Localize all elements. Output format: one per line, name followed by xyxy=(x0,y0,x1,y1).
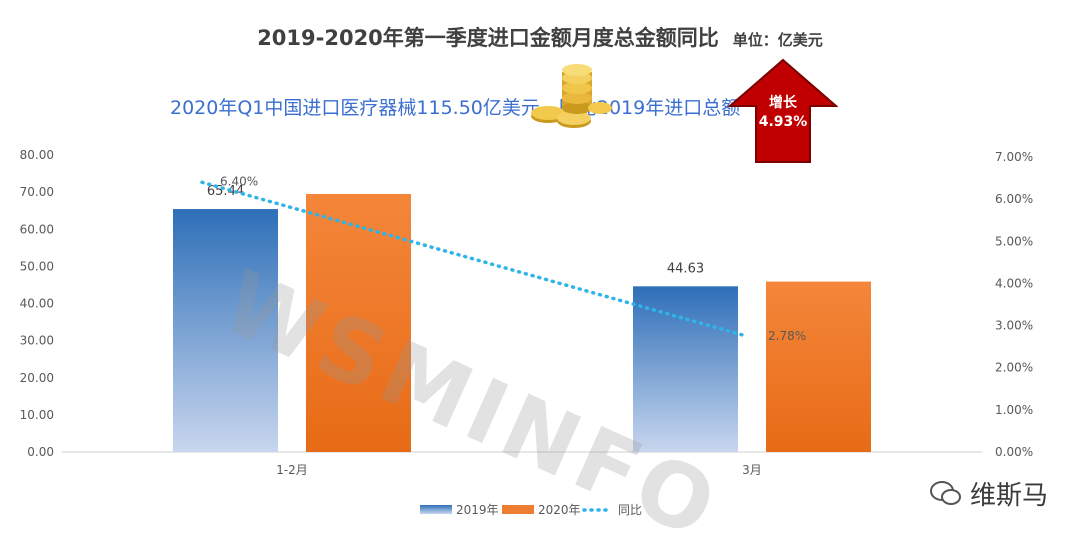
left-axis-tick-label: 40.00 xyxy=(20,297,54,311)
growth-value: 4.93% xyxy=(758,114,808,130)
bar-2020年 xyxy=(766,281,871,452)
right-axis-tick-label: 6.00% xyxy=(995,192,1033,206)
yoy-series-line xyxy=(200,180,744,337)
right-axis-tick-label: 7.00% xyxy=(995,150,1033,164)
chart-title-text: 2019-2020年第一季度进口金额月度总金额同比 xyxy=(257,26,719,50)
left-axis-tick-label: 60.00 xyxy=(20,222,54,236)
brand-name: 维斯马 xyxy=(970,481,1049,511)
left-axis-tick-label: 80.00 xyxy=(20,148,54,162)
legend-label-2020: 2020年 xyxy=(538,503,581,517)
right-axis-tick-label: 1.00% xyxy=(995,403,1033,417)
growth-label: 增长 xyxy=(769,95,797,111)
legend-swatch-2020 xyxy=(502,505,534,514)
left-axis-tick-label: 20.00 xyxy=(20,371,54,385)
right-axis-tick-label: 3.00% xyxy=(995,319,1033,333)
yoy-data-label: 6.40% xyxy=(220,174,258,188)
growth-up-arrow-icon xyxy=(728,58,838,163)
right-axis-tick-label: 5.00% xyxy=(995,234,1033,248)
right-axis-tick-label: 2.00% xyxy=(995,361,1033,375)
gold-coins-icon xyxy=(531,64,612,128)
bar-2019年 xyxy=(633,286,738,452)
left-axis-tick-label: 30.00 xyxy=(20,334,54,348)
yoy-data-label: 2.78% xyxy=(768,329,806,343)
bar-line-chart: 0.00 10.00 20.00 30.00 40.00 50.00 60.00 70.00 8… xyxy=(20,148,1033,517)
brand-logo: 维斯马 xyxy=(930,475,1048,512)
left-axis-tick-label: 50.00 xyxy=(20,259,54,273)
chart-title: 2019-2020年第一季度进口金额月度总金额同比 单位：亿美元 xyxy=(0,22,1080,52)
bar-data-label: 44.63 xyxy=(667,261,704,276)
chat-bubble-icon xyxy=(930,480,961,505)
bar-2020年 xyxy=(306,193,411,452)
left-axis-tick-label: 0.00 xyxy=(27,445,54,459)
left-axis-tick-label: 70.00 xyxy=(20,185,54,199)
legend-label-yoy: 同比 xyxy=(618,503,642,517)
category-label: 3月 xyxy=(742,463,762,477)
category-label: 1-2月 xyxy=(276,463,308,477)
left-axis-tick-label: 10.00 xyxy=(20,408,54,422)
bar-2019年 xyxy=(173,209,278,452)
legend-label-2019: 2019年 xyxy=(456,503,499,517)
right-axis-tick-label: 4.00% xyxy=(995,276,1033,290)
legend-swatch-2019 xyxy=(420,505,452,514)
unit-label: 单位：亿美元 xyxy=(732,31,823,49)
right-axis-tick-label: 0.00% xyxy=(995,445,1033,459)
growth-arrow-label: 增长 4.93% xyxy=(728,94,838,132)
